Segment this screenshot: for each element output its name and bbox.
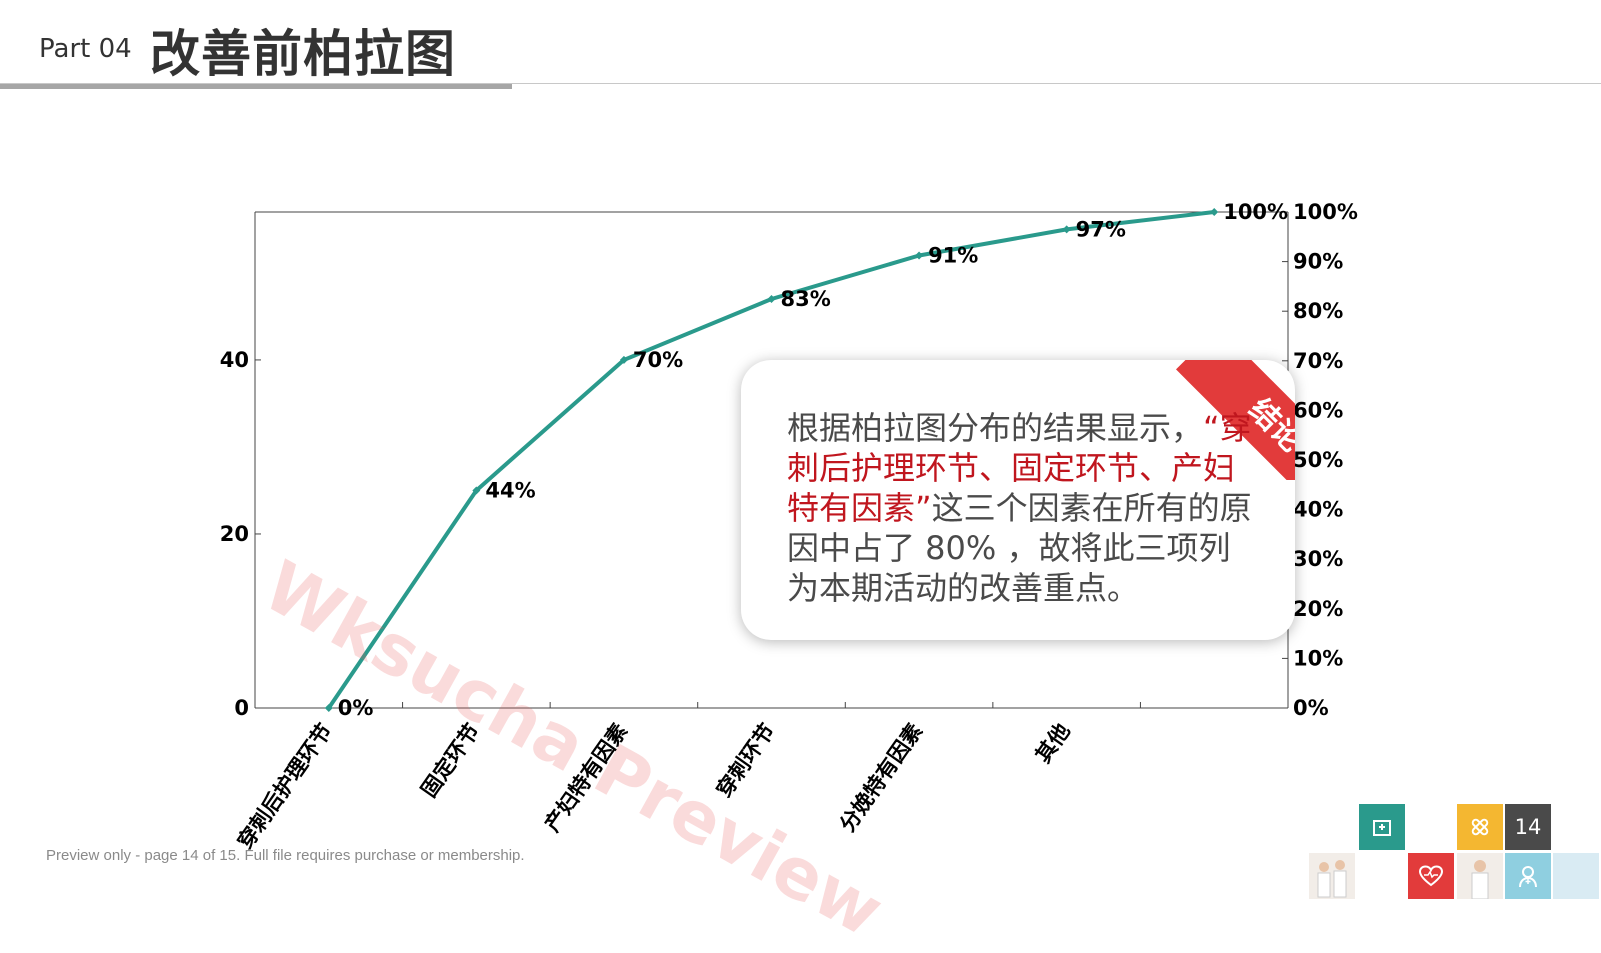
page-number-badge: 14 (1505, 804, 1551, 850)
nurse-illustration (1471, 860, 1489, 899)
tile-bandage (1457, 804, 1503, 850)
data-label: 97% (1076, 217, 1126, 241)
y-right-tick-label: 80% (1293, 299, 1343, 323)
doctors-photo (1309, 853, 1355, 899)
conclusion-text-rest: 这三个因素在所有的原因中占了 80% ，故将此三项列为本期活动的改善重点。 (787, 489, 1252, 607)
y-right-tick-label: 90% (1293, 250, 1343, 274)
conclusion-text: 根据柏拉图分布的结果显示，“穿刺后护理环节、固定环节、产妇特有因素”这三个因素在… (787, 408, 1262, 608)
data-label: 91% (928, 244, 978, 268)
nurse-icon (1519, 866, 1537, 888)
conclusion-callout: 结论 根据柏拉图分布的结果显示，“穿刺后护理环节、固定环节、产妇特有因素”这三个… (741, 360, 1295, 640)
heart-pulse-icon (1419, 865, 1443, 887)
y-right-tick-label: 100% (1293, 200, 1358, 224)
doctors-illustration (1317, 860, 1347, 898)
header-accent-bar (0, 84, 512, 89)
data-label: 70% (633, 348, 683, 372)
pareto-chart: 0 20 40 0% 10% 20% 30% 40% 50% 60% 70% 80% 90% 100% 穿刺… (220, 200, 1358, 853)
conclusion-text-intro: 根据柏拉图分布的结果显示， (787, 409, 1204, 447)
header-divider (0, 83, 1601, 84)
data-point (472, 486, 481, 495)
data-point (767, 295, 776, 304)
preview-note: Preview only - page 14 of 15. Full file … (46, 847, 525, 864)
x-category-label: 产妇特有因素 (540, 719, 632, 836)
y-left-tick-label: 20 (220, 522, 249, 546)
y-right-tick-label: 0% (1293, 696, 1329, 720)
hospital-icon (1373, 820, 1391, 836)
data-point (1210, 208, 1219, 216)
y-left-tick-label: 0 (234, 696, 249, 720)
conclusion-text-highlight: “穿刺后护理环节、固定环节、产妇特有因素” (787, 409, 1252, 527)
data-point (1062, 225, 1071, 234)
tile-nurse (1505, 853, 1551, 899)
y-right-tick-label: 70% (1293, 349, 1343, 373)
x-category-label: 穿刺环节 (712, 719, 780, 802)
data-point (915, 251, 924, 260)
tile-blank (1553, 853, 1599, 899)
part-label: Part 04 (39, 34, 132, 64)
x-category-label: 其他 (1031, 719, 1075, 767)
x-category-label: 固定环节 (417, 719, 485, 802)
page-title: 改善前柏拉图 (150, 25, 456, 83)
y-right-tick-label: 60% (1293, 398, 1343, 422)
x-category-label: 穿刺后护理环节 (233, 719, 337, 853)
bandage-icon (1471, 818, 1489, 836)
data-label: 100% (1223, 200, 1288, 224)
x-category-label: 分娩特有因素 (835, 719, 927, 836)
y-right-tick-label: 30% (1293, 547, 1343, 571)
data-point (619, 355, 628, 364)
tile-heart (1408, 853, 1454, 899)
data-label: 0% (338, 696, 374, 720)
y-right-tick-label: 10% (1293, 646, 1343, 670)
data-label: 44% (485, 478, 535, 502)
data-point (324, 704, 333, 712)
data-label: 83% (781, 287, 831, 311)
tile-hospital (1359, 804, 1405, 850)
y-left-tick-label: 40 (220, 348, 249, 372)
nurse-photo (1457, 853, 1503, 899)
y-right-tick-label: 40% (1293, 498, 1343, 522)
y-right-tick-label: 20% (1293, 597, 1343, 621)
y-right-tick-label: 50% (1293, 448, 1343, 472)
